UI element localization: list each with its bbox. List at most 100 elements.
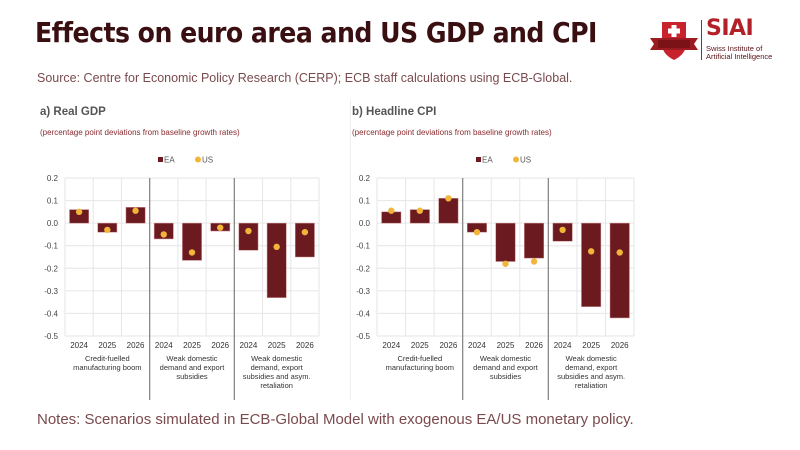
gdp-us-dot (245, 227, 252, 235)
cpi-x-tick-label: 2026 (439, 341, 457, 350)
gdp-us-dot (301, 228, 309, 236)
siai-logo: SIAI Swiss Institute of Artificial Intel… (648, 16, 778, 62)
cpi-y-tick-label: -0.5 (356, 332, 370, 341)
cpi-panel-subtitle: (percentage point deviations from baseli… (352, 128, 552, 137)
gdp-ea-bar (125, 207, 146, 224)
gdp-legend-us-label: US (202, 156, 213, 165)
cpi-legend-us-swatch (513, 156, 519, 163)
logo-subtitle-2: Artificial Intelligence (706, 52, 773, 61)
cpi-x-tick-label: 2024 (554, 341, 572, 350)
gdp-us-dot (132, 207, 139, 214)
cpi-us-dot (530, 258, 538, 265)
cpi-group-label: retaliation (575, 381, 608, 390)
cpi-group-label: manufacturing boom (386, 363, 454, 372)
cpi-x-tick-label: 2025 (582, 341, 600, 350)
gdp-group-label: Credit-fuelled (85, 354, 130, 363)
gdp-y-tick-label: -0.4 (44, 309, 58, 318)
gdp-y-tick-label: 0.0 (47, 219, 59, 228)
gdp-y-tick-label: -0.2 (44, 264, 58, 273)
cpi-legend-ea-label: EA (482, 156, 493, 165)
cpi-us-dot (445, 195, 452, 202)
cpi-us-dot (388, 207, 395, 214)
gdp-legend-ea-label: EA (164, 156, 175, 165)
gdp-group-label: manufacturing boom (73, 363, 141, 372)
gdp-ea-bar (153, 222, 174, 240)
gdp-x-tick-label: 2025 (98, 341, 116, 350)
gdp-y-tick-label: 0.1 (47, 197, 59, 206)
gdp-ea-bar (266, 222, 287, 298)
cpi-group-label: Weak domestic (566, 354, 617, 363)
cpi-x-tick-label: 2024 (382, 341, 400, 350)
cpi-ea-bar (409, 209, 430, 224)
gdp-legend-ea-swatch (158, 157, 163, 162)
cpi-ea-bar (552, 222, 573, 242)
gdp-group-label: demand and export (160, 363, 226, 372)
gdp-x-tick-label: 2025 (183, 341, 201, 350)
gdp-us-dot (217, 224, 224, 231)
cpi-us-dot (616, 249, 623, 256)
cpi-ea-bar (609, 222, 630, 319)
gdp-x-tick-label: 2024 (240, 341, 258, 350)
gdp-us-dot (160, 231, 167, 238)
cpi-y-tick-label: -0.1 (356, 242, 370, 251)
gdp-y-tick-label: -0.3 (44, 287, 58, 296)
cpi-y-tick-label: -0.2 (356, 264, 370, 273)
cpi-panel-title: b) Headline CPI (352, 106, 437, 118)
cpi-us-dot (473, 228, 481, 236)
page-title: Effects on euro area and US GDP and CPI (35, 16, 597, 49)
gdp-panel-subtitle: (percentage point deviations from baseli… (40, 128, 240, 137)
gdp-x-tick-label: 2024 (70, 341, 88, 350)
gdp-ea-bar (182, 222, 202, 261)
cpi-ea-bar (495, 222, 516, 262)
gdp-x-tick-label: 2025 (268, 341, 286, 350)
gdp-y-tick-label: -0.1 (44, 242, 58, 251)
cpi-ea-bar (524, 222, 545, 259)
cpi-x-tick-label: 2026 (525, 341, 543, 350)
cpi-y-tick-label: -0.3 (356, 287, 370, 296)
shield-cross-icon (650, 22, 698, 60)
cpi-ea-bar (381, 211, 402, 224)
cpi-y-tick-label: 0.0 (359, 219, 371, 228)
cpi-y-tick-label: 0.2 (359, 174, 371, 183)
gdp-x-tick-label: 2026 (211, 341, 229, 350)
cpi-legend-ea-swatch (476, 157, 481, 162)
cpi-ea-bar (581, 222, 602, 307)
gdp-x-tick-label: 2026 (296, 341, 314, 350)
cpi-group-label: demand, export (565, 363, 618, 372)
cpi-us-dot (559, 226, 566, 234)
gdp-ea-bar (238, 222, 259, 251)
cpi-us-dot (587, 248, 595, 255)
footer-notes: Notes: Scenarios simulated in ECB-Global… (37, 411, 634, 428)
cpi-group-label: Credit-fuelled (398, 354, 443, 363)
gdp-ea-bar (210, 222, 231, 232)
gdp-us-dot (273, 243, 280, 251)
gdp-y-tick-label: -0.5 (44, 332, 58, 341)
gdp-x-tick-label: 2026 (127, 341, 145, 350)
cpi-ea-bar (438, 198, 459, 224)
cpi-x-tick-label: 2025 (411, 341, 429, 350)
source-note: Source: Centre for Economic Policy Resea… (37, 71, 573, 85)
gdp-group-label: retaliation (260, 381, 293, 390)
cpi-group-label: subsidies (490, 372, 522, 381)
gdp-ea-bar (97, 222, 118, 233)
gdp-us-dot (188, 249, 196, 256)
gdp-group-label: Weak domestic (251, 354, 302, 363)
cpi-group-label: Weak domestic (480, 354, 531, 363)
logo-subtitle-1: Swiss Institute of (706, 44, 763, 53)
cpi-group-label: subsidies and asym. (557, 372, 625, 381)
cpi-x-tick-label: 2026 (611, 341, 629, 350)
gdp-x-tick-label: 2024 (155, 341, 173, 350)
gdp-panel-title: a) Real GDP (40, 106, 106, 118)
cpi-us-dot (502, 260, 509, 267)
cpi-group-label: demand and export (473, 363, 539, 372)
cpi-ea-bar (466, 222, 487, 233)
gdp-y-tick-label: 0.2 (47, 174, 59, 183)
gdp-group-label: Weak domestic (166, 354, 217, 363)
cpi-y-tick-label: -0.4 (356, 309, 370, 318)
gdp-ea-bar (295, 222, 315, 258)
panel-divider (350, 100, 351, 400)
logo-brand: SIAI (706, 16, 754, 41)
cpi-legend-us-label: US (520, 156, 531, 165)
gdp-ea-bar (69, 209, 89, 224)
